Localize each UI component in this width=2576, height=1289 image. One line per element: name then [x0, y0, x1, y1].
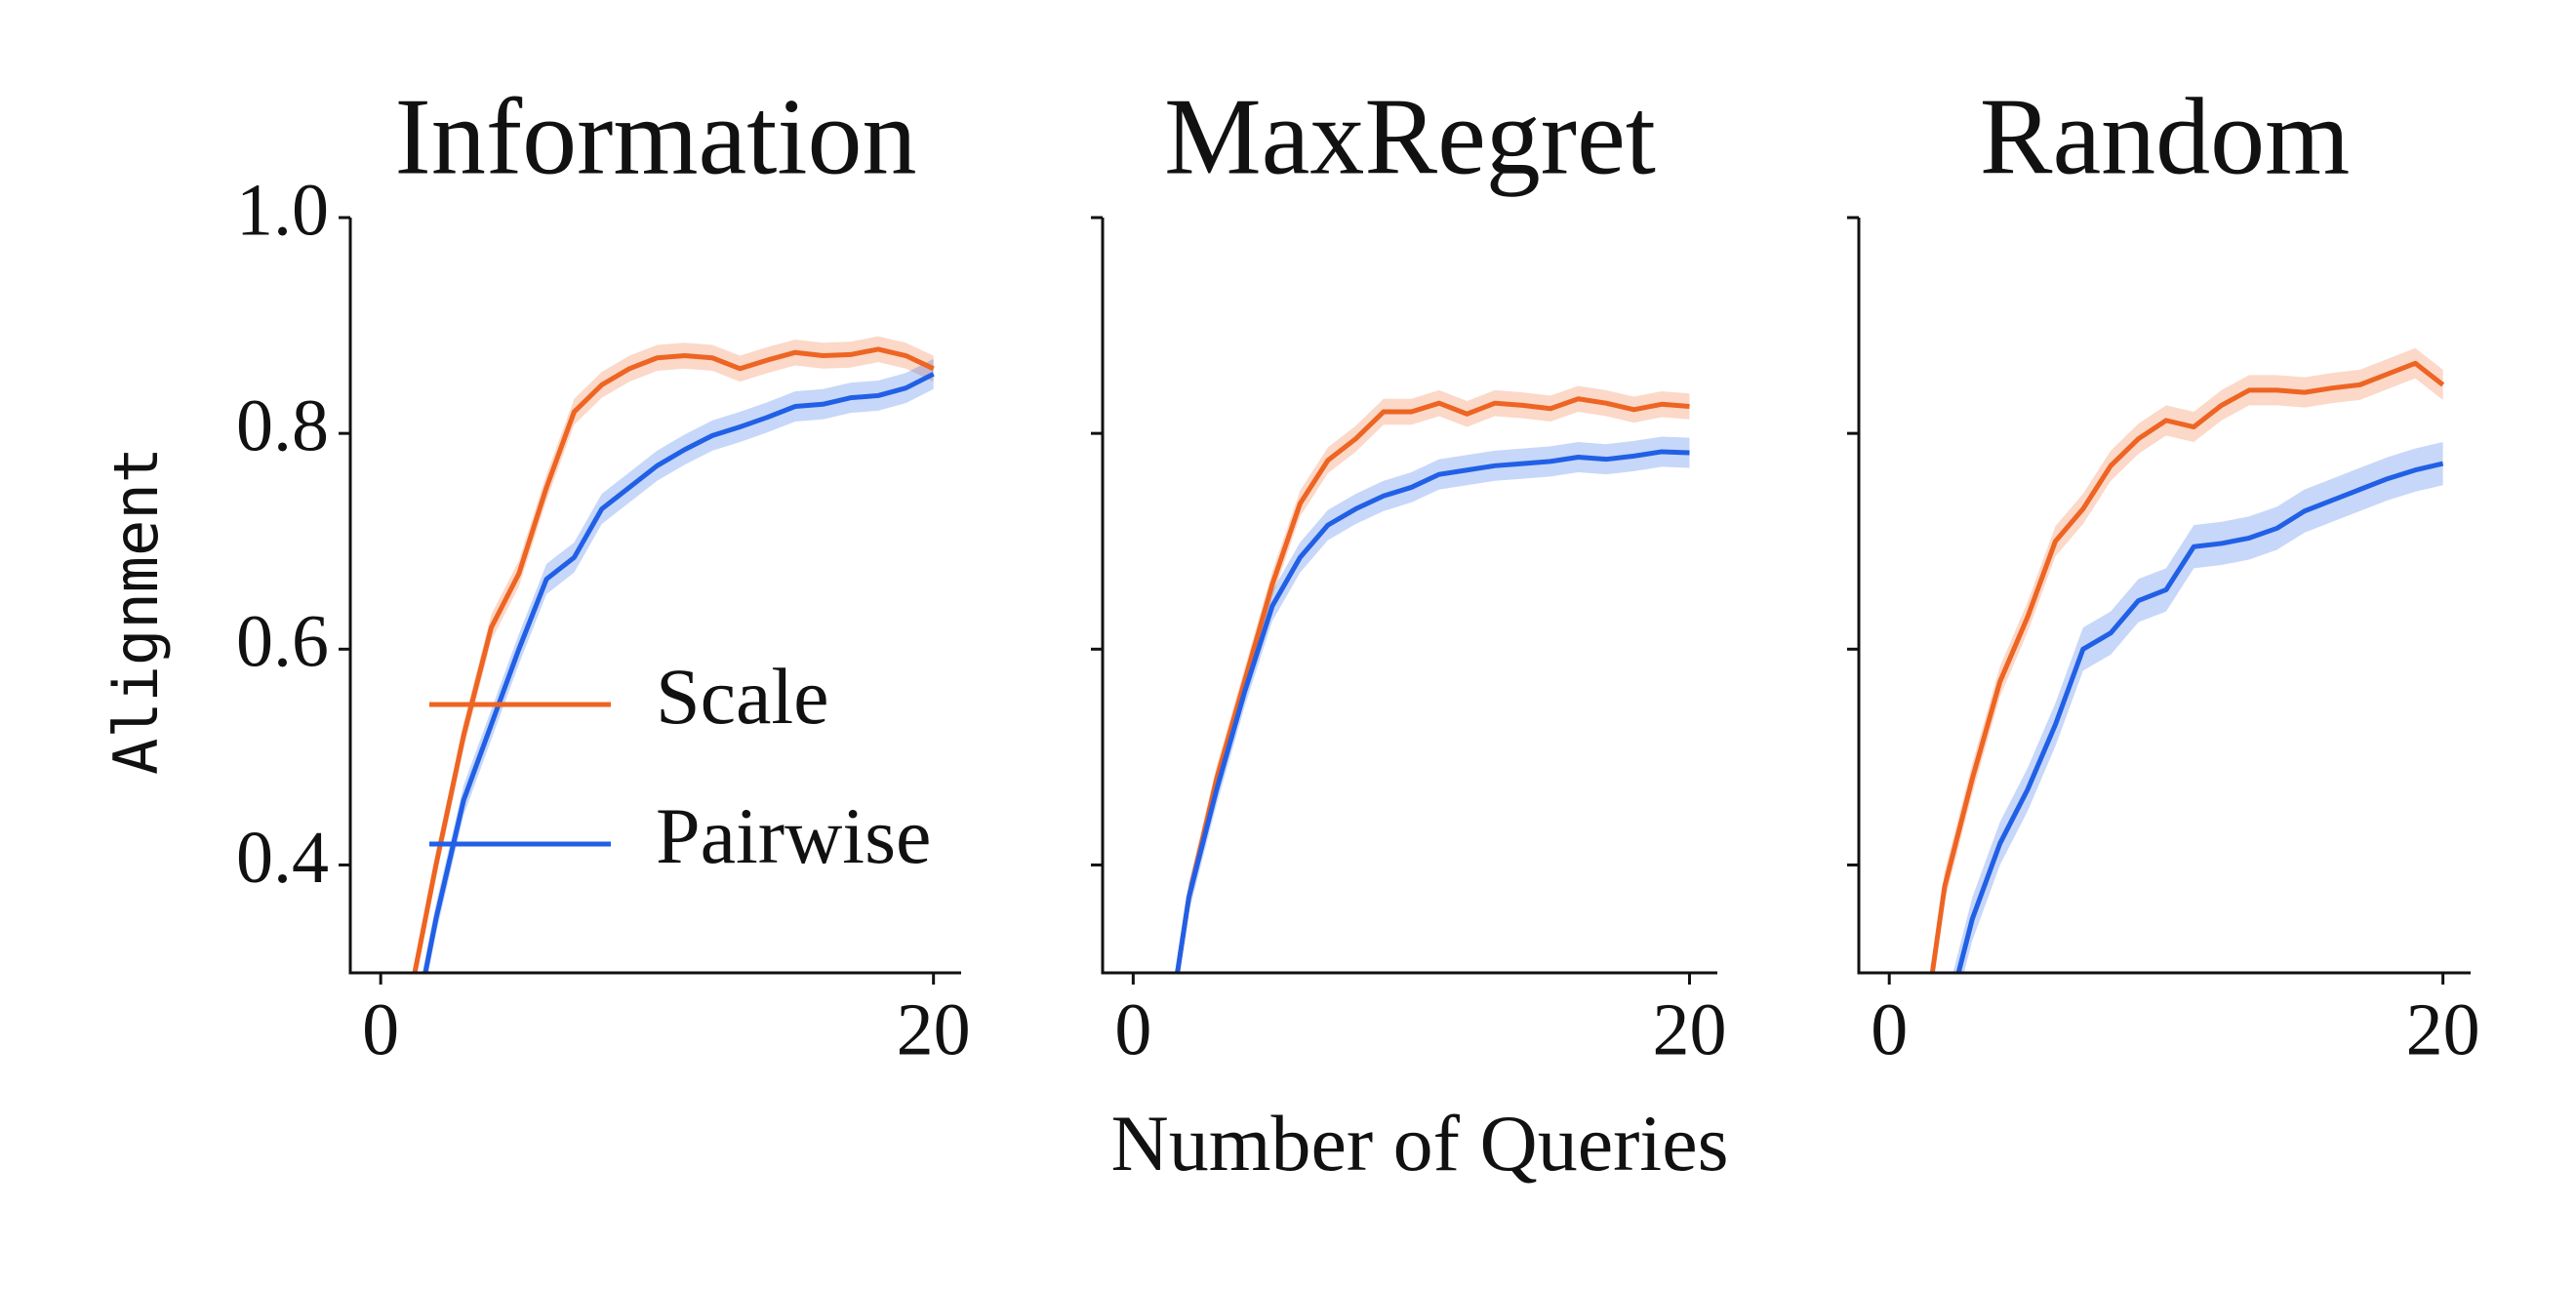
y-axis-label: Alignment [101, 447, 172, 775]
plot-area [1175, 385, 1690, 973]
line [423, 372, 935, 973]
y-tick-label: 1.0 [236, 169, 329, 251]
plot-area [1929, 347, 2445, 973]
plot-area [412, 336, 935, 973]
x-axis-label: Number of Queries [1110, 1099, 1728, 1188]
x-tick-label: 0 [1114, 988, 1151, 1070]
x-tick-label: 20 [897, 988, 971, 1070]
axis-spines [1857, 218, 2471, 975]
confidence-band [1952, 441, 2443, 973]
line [1929, 360, 2445, 973]
chart-title: Random [1980, 77, 2351, 198]
x-tick-label: 20 [2406, 988, 2480, 1070]
line [412, 346, 935, 973]
confidence-band [1175, 436, 1690, 973]
y-tick-label: 0.6 [236, 601, 329, 683]
axis-spines [348, 218, 961, 975]
line [1175, 449, 1690, 973]
x-tick-label: 0 [1871, 988, 1908, 1070]
x-tick-label: 20 [1652, 988, 1726, 1070]
chart-title: MaxRegret [1164, 77, 1656, 198]
legend-label: Scale [656, 652, 829, 741]
x-tick-label: 0 [362, 988, 399, 1070]
y-tick-label: 0.8 [236, 385, 329, 467]
axis-spines [1101, 218, 1717, 975]
line [1175, 396, 1690, 973]
line [1955, 461, 2444, 973]
y-tick-label: 0.4 [236, 817, 329, 899]
chart-title: Information [395, 77, 917, 198]
confidence-band [422, 358, 934, 973]
legend-label: Pairwise [656, 791, 931, 880]
